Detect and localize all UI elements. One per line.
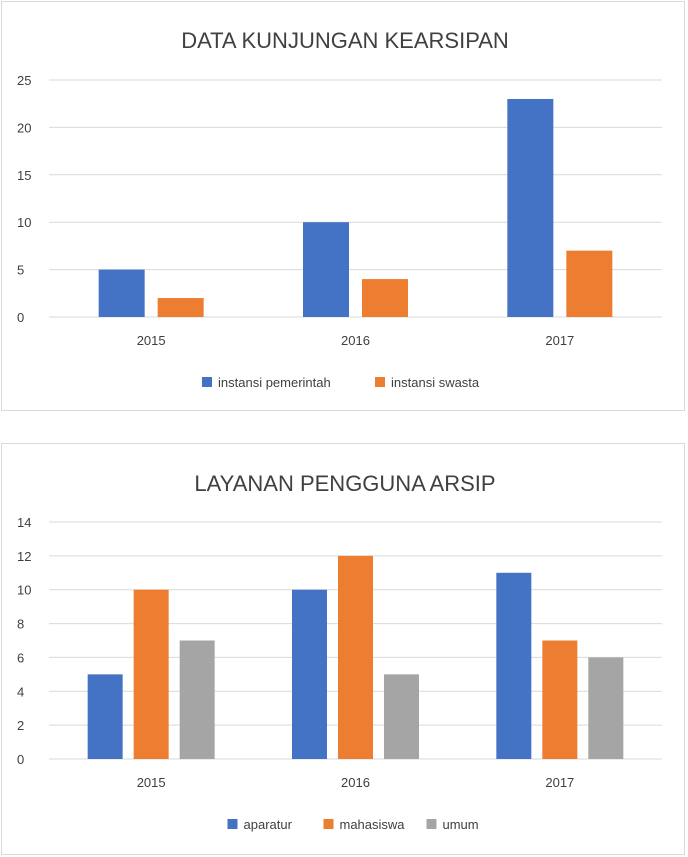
bar-aparatur-2017 <box>496 573 531 759</box>
legend-label: instansi swasta <box>391 375 480 390</box>
y-tick-label: 0 <box>17 752 24 767</box>
legend-label: instansi pemerintah <box>218 375 331 390</box>
y-tick-label: 8 <box>17 617 24 632</box>
bar-aparatur-2016 <box>292 590 327 759</box>
x-tick-label: 2016 <box>341 333 370 348</box>
y-tick-label: 6 <box>17 650 24 665</box>
bar-instansi-swasta-2016 <box>362 279 408 317</box>
bar-mahasiswa-2017 <box>542 641 577 760</box>
bar-instansi-pemerintah-2017 <box>507 99 553 317</box>
y-tick-label: 15 <box>17 168 31 183</box>
legend-swatch <box>375 377 385 387</box>
y-tick-label: 5 <box>17 263 24 278</box>
x-tick-label: 2017 <box>545 333 574 348</box>
bar-umum-2017 <box>588 657 623 759</box>
y-tick-label: 12 <box>17 549 31 564</box>
bar-instansi-pemerintah-2015 <box>99 270 145 317</box>
bar-umum-2016 <box>384 674 419 759</box>
bar-mahasiswa-2015 <box>134 590 169 759</box>
y-tick-label: 25 <box>17 73 31 88</box>
y-tick-label: 0 <box>17 310 24 325</box>
y-tick-label: 4 <box>17 684 24 699</box>
chart-title: DATA KUNJUNGAN KEARSIPAN <box>181 28 509 53</box>
y-tick-label: 2 <box>17 718 24 733</box>
chart-svg-kunjungan: DATA KUNJUNGAN KEARSIPAN 0 5 10 15 20 25 2015 2… <box>2 2 686 412</box>
bar-instansi-swasta-2015 <box>158 298 204 317</box>
bar-instansi-pemerintah-2016 <box>303 222 349 317</box>
chart-data-kunjungan-kearsipan: DATA KUNJUNGAN KEARSIPAN 0 5 10 15 20 25 2015 2… <box>1 1 685 411</box>
legend-swatch <box>324 819 334 829</box>
x-tick-label: 2017 <box>545 775 574 790</box>
y-tick-label: 20 <box>17 120 31 135</box>
y-tick-label: 10 <box>17 215 31 230</box>
y-tick-label: 10 <box>17 583 31 598</box>
y-tick-label: 14 <box>17 515 31 530</box>
bar-aparatur-2015 <box>88 674 123 759</box>
bar-instansi-swasta-2017 <box>566 251 612 317</box>
bar-umum-2015 <box>180 641 215 760</box>
legend-swatch <box>427 819 437 829</box>
chart-title: LAYANAN PENGGUNA ARSIP <box>194 471 495 496</box>
legend-label: umum <box>443 817 479 832</box>
legend-swatch <box>202 377 212 387</box>
legend-label: mahasiswa <box>340 817 406 832</box>
legend-label: aparatur <box>244 817 293 832</box>
bar-mahasiswa-2016 <box>338 556 373 759</box>
x-tick-label: 2015 <box>137 333 166 348</box>
legend-swatch <box>228 819 238 829</box>
x-tick-label: 2016 <box>341 775 370 790</box>
x-tick-label: 2015 <box>137 775 166 790</box>
chart-layanan-pengguna-arsip: LAYANAN PENGGUNA ARSIP 0 2 4 6 8 10 12 14 2015 20… <box>1 443 685 855</box>
chart-svg-layanan: LAYANAN PENGGUNA ARSIP 0 2 4 6 8 10 12 14 2015 20… <box>2 444 686 856</box>
